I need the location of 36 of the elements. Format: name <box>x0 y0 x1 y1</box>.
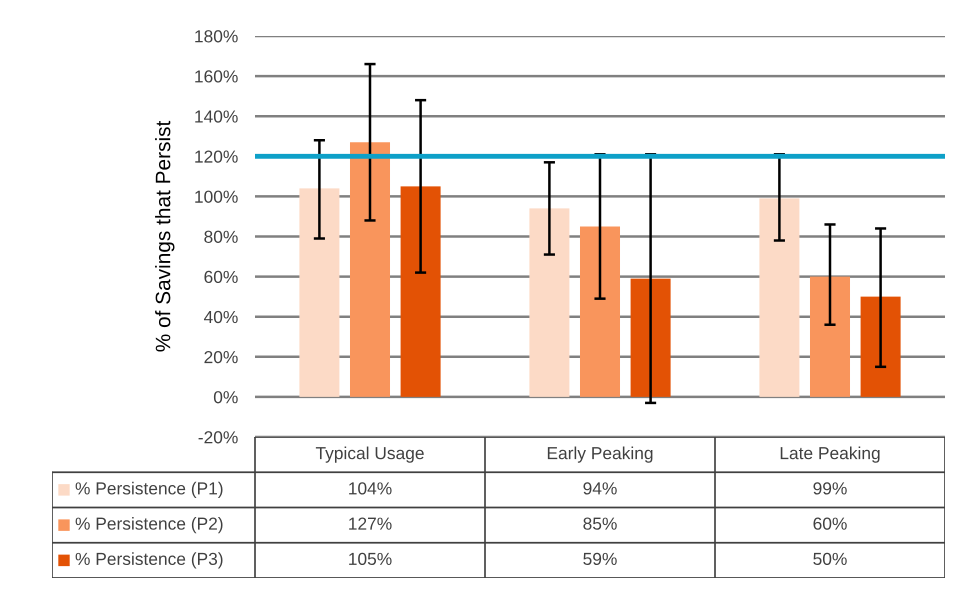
bar <box>759 198 800 397</box>
data-label: 94% <box>583 482 617 495</box>
legend-label: % Persistence (P3) <box>76 552 223 568</box>
y-tick-label: 60% <box>204 270 238 284</box>
bar <box>400 186 441 397</box>
y-tick-label: 40% <box>204 310 238 324</box>
bar <box>580 226 620 397</box>
data-label: 127% <box>349 517 392 530</box>
y-tick-label: 80% <box>204 230 238 243</box>
y-tick-label: 180% <box>195 30 238 42</box>
y-tick-label: -20% <box>198 431 238 444</box>
data-label: 60% <box>814 517 847 530</box>
y-axis-title: % of Savings that Persist <box>155 120 174 352</box>
bar <box>860 296 901 397</box>
y-tick-label: 140% <box>195 110 238 123</box>
y-tick-label: 120% <box>195 150 238 163</box>
bar <box>299 188 340 397</box>
bar <box>350 142 390 397</box>
bar <box>810 276 850 397</box>
legend-label: % Persistence (P1) <box>76 482 223 498</box>
data-label: 59% <box>583 552 617 566</box>
y-tick-label: 160% <box>195 70 238 83</box>
y-tick-label: 0% <box>214 391 238 404</box>
data-label: 85% <box>583 517 617 530</box>
x-tick-label: Early Peaking <box>548 446 652 463</box>
y-tick-label: 20% <box>204 350 238 364</box>
legend-label: % Persistence (P2) <box>76 517 223 534</box>
data-label: 104% <box>349 482 392 495</box>
y-tick-label: 100% <box>195 190 238 203</box>
data-label: 50% <box>813 552 847 566</box>
data-label: 99% <box>813 482 847 495</box>
data-label: 105% <box>349 552 392 566</box>
x-tick-label: Typical Usage <box>316 446 424 463</box>
bar <box>529 208 570 397</box>
x-tick-label: Late Peaking <box>780 446 880 463</box>
bar <box>630 278 671 397</box>
